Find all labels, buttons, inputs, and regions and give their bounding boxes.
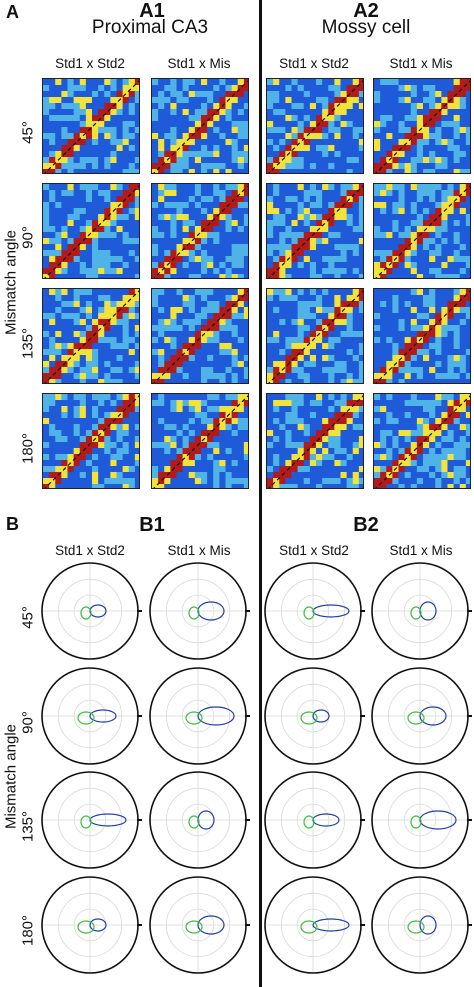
correlation-matrix-a2-mis-45: [373, 78, 471, 174]
polar-plot-b2-mis-180: [371, 876, 472, 974]
correlation-matrix-a2-mis-90: [373, 183, 471, 279]
row-label-a-90: 90°: [19, 226, 37, 249]
polar-plot-b1-std-90: [41, 667, 142, 765]
row-label-b-135: 135°: [19, 810, 37, 843]
correlation-matrix-a2-mis-180: [373, 393, 471, 489]
correlation-matrix-a2-std-180: [266, 393, 364, 489]
correlation-matrix-a1-mis-180: [151, 393, 249, 489]
column-header-b1-mis: Std1 x Mis: [167, 543, 231, 558]
subpanel-title-a2: Mossy cell: [321, 17, 411, 38]
correlation-matrix-a2-std-135: [266, 288, 364, 384]
correlation-matrix-a2-mis-135: [373, 288, 471, 384]
row-label-b-90: 90°: [19, 711, 37, 734]
panel-letter-a: A: [6, 2, 19, 22]
polar-plot-b1-std-135: [41, 771, 142, 869]
subpanel-title-a1: Proximal CA3: [91, 17, 209, 38]
correlation-matrix-a1-mis-45: [151, 78, 249, 174]
polar-plot-b2-std-135: [264, 771, 365, 869]
correlation-matrix-a1-mis-90: [151, 183, 249, 279]
row-label-b-45: 45°: [19, 606, 37, 629]
correlation-matrix-a2-std-45: [266, 78, 364, 174]
subpanel-letter-b2: B2: [353, 514, 379, 536]
column-header-a1-mis: Std1 x Mis: [167, 56, 231, 71]
column-header-a1-std: Std1 x Std2: [55, 56, 125, 71]
polar-plot-b1-mis-45: [149, 562, 250, 660]
polar-plot-b2-mis-90: [371, 667, 472, 765]
correlation-matrix-a2-std-90: [266, 183, 364, 279]
column-header-b2-std: Std1 x Std2: [279, 543, 349, 558]
row-label-a-135: 135°: [19, 327, 37, 360]
polar-plot-b1-std-180: [41, 876, 142, 974]
polar-plot-b1-mis-135: [149, 771, 250, 869]
panel-letter-b: B: [6, 514, 19, 534]
polar-plot-b1-mis-180: [149, 876, 250, 974]
panel-divider: [259, 0, 262, 987]
correlation-matrix-a1-std-45: [42, 78, 140, 174]
polar-plot-b1-std-45: [41, 562, 142, 660]
column-header-a2-mis: Std1 x Mis: [389, 56, 453, 71]
polar-plot-b2-mis-135: [371, 771, 472, 869]
row-label-a-180: 180°: [19, 432, 37, 465]
subpanel-letter-a2: A2: [353, 0, 379, 22]
row-label-b-180: 180°: [19, 914, 37, 947]
polar-plot-b2-std-90: [264, 667, 365, 765]
row-label-a-45: 45°: [19, 121, 37, 144]
axis-label-b: Mismatch angle: [2, 723, 20, 830]
subpanel-letter-a1: A1: [139, 0, 165, 22]
correlation-matrix-a1-mis-135: [151, 288, 249, 384]
polar-plot-b1-mis-90: [149, 667, 250, 765]
polar-plot-b2-mis-45: [371, 562, 472, 660]
column-header-a2-std: Std1 x Std2: [279, 56, 349, 71]
subpanel-letter-b1: B1: [139, 514, 165, 536]
correlation-matrix-a1-std-135: [42, 288, 140, 384]
axis-label-a: Mismatch angle: [2, 229, 20, 336]
polar-plot-b2-std-45: [264, 562, 365, 660]
correlation-matrix-a1-std-90: [42, 183, 140, 279]
column-header-b1-std: Std1 x Std2: [55, 543, 125, 558]
column-header-b2-mis: Std1 x Mis: [389, 543, 453, 558]
polar-plot-b2-std-180: [264, 876, 365, 974]
correlation-matrix-a1-std-180: [42, 393, 140, 489]
